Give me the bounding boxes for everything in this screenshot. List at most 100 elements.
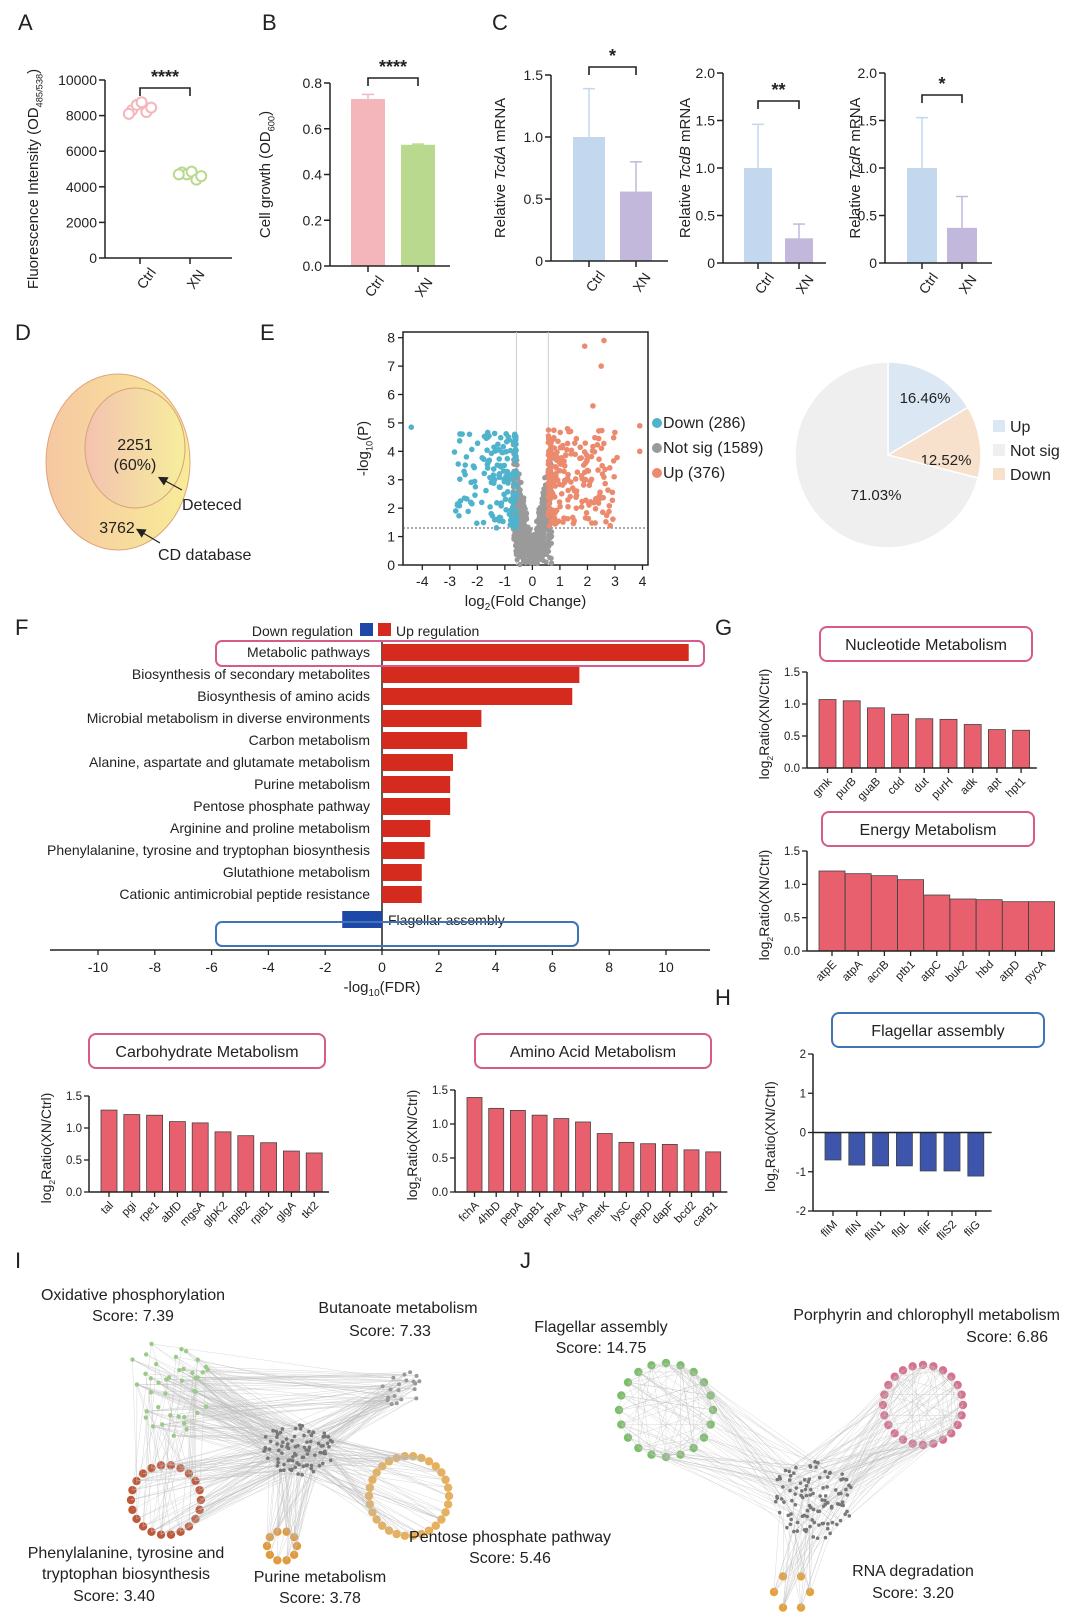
bar-fliN [848, 1132, 866, 1166]
network-edge [638, 1371, 790, 1481]
x-tick-label: 4 [492, 959, 500, 975]
pie-legend-label: Not sig [1010, 443, 1060, 460]
panel-label-f: F [15, 615, 28, 640]
network-node-hub [843, 1512, 848, 1516]
point-not-sig [536, 526, 543, 532]
x-tick-label: -2 [319, 959, 332, 975]
point-not-sig [522, 516, 529, 522]
network-node-hub [806, 1480, 811, 1484]
network-edge [693, 1424, 711, 1449]
network-node-hub [317, 1464, 322, 1468]
network-edge [302, 1474, 422, 1535]
network-edge [627, 1371, 694, 1383]
network-edge [618, 1395, 711, 1411]
network-edge [693, 1371, 786, 1471]
point-down [474, 520, 480, 526]
network-node-butanoate [408, 1370, 413, 1375]
network-node-hub [821, 1486, 825, 1490]
network-edge [186, 1424, 300, 1430]
network-node-hub [840, 1500, 845, 1504]
network-edge [942, 1404, 964, 1440]
network-edge [277, 1432, 281, 1561]
network-node-hub [808, 1463, 812, 1468]
network-edge [207, 1369, 417, 1377]
network-node-hub [274, 1429, 279, 1434]
pie-legend-swatch [993, 468, 1005, 480]
network-edge [289, 1459, 390, 1531]
y-tick-label: 2.0 [858, 65, 878, 81]
network-edge [293, 1471, 314, 1538]
network-node-hub [839, 1491, 843, 1496]
network-edge [839, 1444, 924, 1505]
chart-e-pie: 16.46% 12.52% 71.03% Up Not sig Down [794, 361, 1060, 549]
x-tick-label: metK [584, 1199, 612, 1227]
panel-label-c: C [492, 10, 508, 35]
y-tick-label: 1.5 [696, 113, 716, 129]
network-edge [621, 1365, 681, 1425]
network-node-hub [316, 1441, 321, 1446]
network-edge [300, 1428, 442, 1520]
pie-legend-label: Up [1010, 419, 1031, 436]
network-node-hub [278, 1430, 283, 1435]
point-up [557, 503, 563, 510]
bar-carB1 [705, 1151, 722, 1193]
point-up [545, 501, 552, 508]
point-down [510, 491, 516, 497]
x-tick-label: adk [958, 775, 980, 797]
point-up [573, 488, 580, 494]
point-up [611, 473, 617, 480]
point-not-sig [545, 540, 552, 546]
significance-bracket [367, 77, 419, 86]
network-edge [136, 1384, 383, 1387]
network-edge [638, 1447, 810, 1480]
x-tick-label: fliN [844, 1219, 864, 1239]
x-tick-label: ptb1 [893, 959, 917, 983]
network-edge [132, 1359, 303, 1426]
venn-cd-count: 3762 [99, 520, 135, 537]
network-edge [184, 1399, 402, 1424]
point-up [605, 487, 611, 493]
network-edge [197, 1400, 388, 1414]
network-edge [150, 1386, 383, 1393]
network-edge [179, 1369, 394, 1378]
chart-title: Nucleotide Metabolism [845, 637, 1007, 654]
f-legend-up-label: Up regulation [396, 623, 479, 639]
network-node-butanoate [389, 1402, 394, 1407]
network-edge [162, 1424, 281, 1433]
point-up [594, 441, 601, 448]
point-up [558, 444, 564, 450]
panel-label-g: G [715, 615, 732, 640]
point-down [507, 498, 514, 504]
network-node-hub [845, 1493, 850, 1497]
x-tick-label: 6 [549, 959, 557, 975]
bar-hpt1 [1012, 729, 1030, 769]
network-node-hub [280, 1440, 285, 1445]
y-tick-label: 0.0 [303, 258, 323, 274]
network-node-hub [791, 1471, 796, 1475]
venn-detected-percent: (60%) [114, 457, 157, 474]
network-node-pentose [368, 1475, 377, 1484]
point-down [496, 470, 503, 477]
bar-pepD [640, 1143, 656, 1193]
point-up [565, 487, 571, 494]
y-tick-label: -2 [796, 1206, 806, 1218]
network-edge [800, 1528, 828, 1608]
network-edge [618, 1409, 622, 1425]
network-node-hub [805, 1508, 810, 1513]
bar-bcd2 [683, 1149, 700, 1193]
point-up [577, 444, 584, 451]
network-edge [651, 1365, 667, 1458]
point-down [508, 513, 515, 519]
point-up [565, 497, 571, 503]
point-up [581, 343, 588, 350]
significance-bracket [139, 87, 191, 96]
chart-title: Carbohydrate Metabolism [115, 1044, 298, 1061]
network-edge [618, 1395, 622, 1411]
bar-pgi [123, 1114, 141, 1193]
x-tick-label: guaB [856, 775, 884, 803]
network-node-hub [808, 1524, 812, 1529]
network-node-hub [302, 1433, 306, 1438]
network-node-hub [290, 1439, 294, 1443]
chart-title: Flagellar assembly [871, 1023, 1004, 1040]
network-edge [789, 1439, 904, 1481]
